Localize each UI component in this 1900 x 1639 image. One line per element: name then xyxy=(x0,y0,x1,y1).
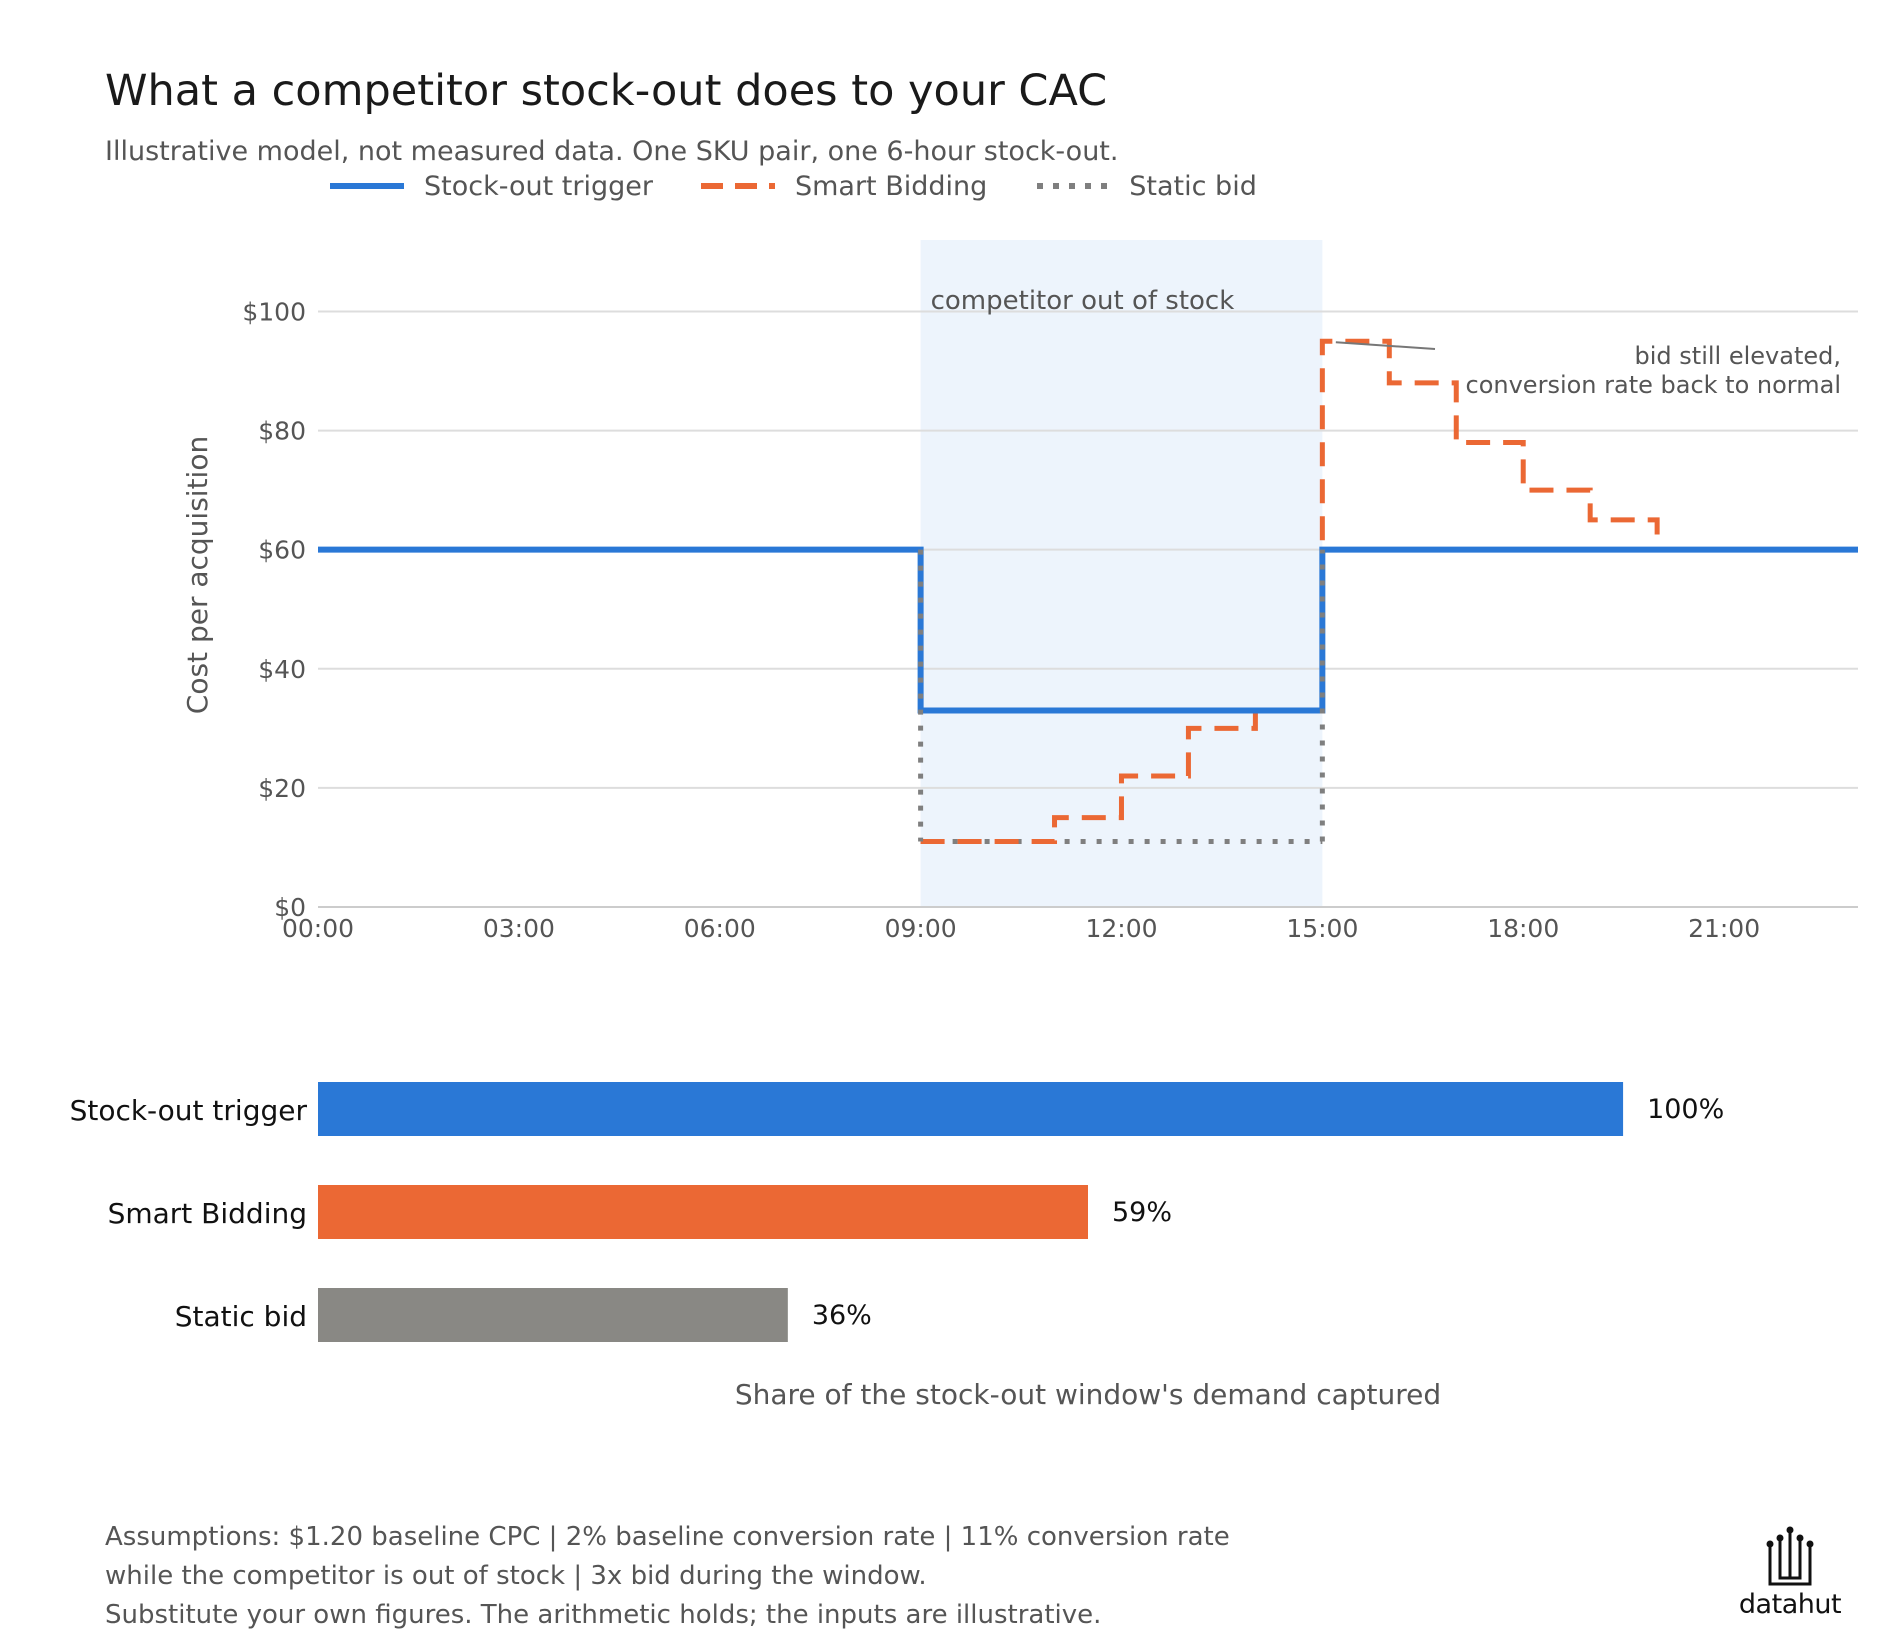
logo-text: datahut xyxy=(1739,1589,1841,1620)
stock-out-trigger-series-line xyxy=(318,546,1858,714)
y-tick-label: $100 xyxy=(242,297,306,326)
bar-static-bid xyxy=(318,1288,788,1342)
x-tick-label: 06:00 xyxy=(684,914,756,943)
legend-swatch-dotted xyxy=(1037,183,1110,189)
x-tick-label: 12:00 xyxy=(1085,914,1157,943)
x-tick-label: 18:00 xyxy=(1487,914,1559,943)
legend-label: Static bid xyxy=(1129,170,1257,202)
chart-subtitle: Illustrative model, not measured data. O… xyxy=(105,136,1119,167)
stockout-window-band xyxy=(920,240,1323,907)
y-tick-label: $60 xyxy=(258,536,306,565)
y-tick-label: $20 xyxy=(258,774,306,803)
bar-stock-out-trigger xyxy=(318,1082,1624,1136)
x-tick-label: 21:00 xyxy=(1688,914,1760,943)
legend-swatch-dashed xyxy=(700,183,775,189)
bar-value-label: 59% xyxy=(1112,1197,1172,1228)
y-tick-label: $40 xyxy=(258,655,306,684)
demand-bar-chart: Stock-out trigger 100% Smart Bidding 59% Sta… xyxy=(70,1082,1724,1411)
legend-item-static: Static bid xyxy=(1035,171,1257,202)
annotation-text: bid still elevated, xyxy=(1635,342,1841,370)
y-tick-label: $80 xyxy=(258,417,306,446)
annotation-text: conversion rate back to normal xyxy=(1466,371,1841,399)
bar-smart-bidding xyxy=(318,1185,1088,1239)
legend-label: Stock-out trigger xyxy=(424,170,653,202)
assumptions-footnote: Assumptions: $1.20 baseline CPC | 2% bas… xyxy=(105,1518,1230,1635)
y-tick-label: $0 xyxy=(274,893,306,922)
bar-value-label: 36% xyxy=(812,1300,872,1331)
bar-value-label: 100% xyxy=(1647,1094,1724,1125)
legend-swatch-solid xyxy=(330,183,404,189)
footnote-line: Substitute your own figures. The arithme… xyxy=(105,1600,1102,1630)
datahut-logo: datahut xyxy=(1739,1526,1842,1620)
x-tick-label: 03:00 xyxy=(483,914,555,943)
bar-x-axis-label: Share of the stock-out window's demand c… xyxy=(735,1378,1441,1411)
footnote-line: while the competitor is out of stock | 3… xyxy=(105,1561,927,1591)
footnote-line: Assumptions: $1.20 baseline CPC | 2% bas… xyxy=(105,1522,1230,1552)
x-tick-label: 00:00 xyxy=(282,914,354,943)
legend-label: Smart Bidding xyxy=(794,170,988,202)
x-tick-label: 09:00 xyxy=(885,914,957,943)
legend-item-smart: Smart Bidding xyxy=(700,170,988,202)
bar-category-label: Smart Bidding xyxy=(108,1197,307,1230)
cac-line-chart: $0 $20 $40 $60 $80 $100 00:00 03:00 06:00 09:00 12… xyxy=(181,240,1858,943)
annotation-leader xyxy=(1335,341,1436,350)
legend-item-trigger: Stock-out trigger xyxy=(330,171,653,202)
legend: Stock-out trigger Smart Bidding Static b… xyxy=(330,166,1305,206)
x-tick-label: 15:00 xyxy=(1286,914,1358,943)
window-label: competitor out of stock xyxy=(931,286,1235,316)
smart-bidding-series-line xyxy=(920,338,1660,844)
bar-category-label: Static bid xyxy=(175,1300,307,1333)
chart-title: What a competitor stock-out does to your… xyxy=(105,66,1108,116)
bar-category-label: Stock-out trigger xyxy=(70,1094,308,1127)
y-axis-label: Cost per acquisition xyxy=(181,436,214,714)
